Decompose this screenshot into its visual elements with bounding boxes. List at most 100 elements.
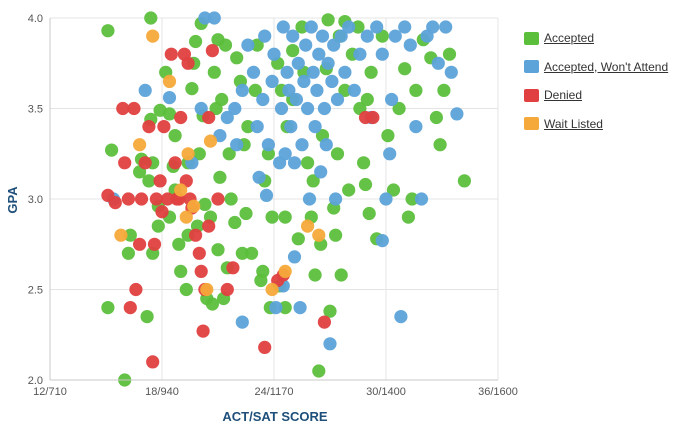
point-series0-69[interactable] bbox=[291, 232, 305, 246]
point-series3-10[interactable] bbox=[265, 282, 279, 297]
point-series2-7[interactable] bbox=[129, 282, 143, 297]
point-series1-65[interactable] bbox=[383, 147, 397, 161]
point-series1-16[interactable] bbox=[252, 170, 266, 184]
point-series0-74[interactable] bbox=[312, 364, 326, 378]
point-series0-98[interactable] bbox=[405, 192, 419, 206]
point-series1-52[interactable] bbox=[327, 38, 341, 52]
point-series0-118[interactable] bbox=[306, 174, 320, 188]
point-series1-11[interactable] bbox=[235, 83, 249, 97]
point-series2-20[interactable] bbox=[168, 156, 182, 170]
point-series2-14[interactable] bbox=[149, 192, 163, 206]
point-series2-25[interactable] bbox=[181, 56, 195, 70]
point-series0-64[interactable] bbox=[278, 210, 292, 224]
point-series1-9[interactable] bbox=[228, 101, 242, 116]
point-series0-90[interactable] bbox=[364, 65, 378, 79]
point-series1-31[interactable] bbox=[287, 156, 302, 170]
point-series1-44[interactable] bbox=[312, 47, 326, 61]
point-series0-51[interactable] bbox=[230, 51, 244, 65]
point-series1-22[interactable] bbox=[269, 301, 283, 315]
point-series3-13[interactable] bbox=[312, 228, 326, 242]
point-series2-9[interactable] bbox=[134, 192, 149, 206]
point-series2-37[interactable] bbox=[226, 261, 240, 275]
point-series1-76[interactable] bbox=[439, 20, 453, 34]
point-series2-38[interactable] bbox=[258, 340, 272, 354]
point-series1-20[interactable] bbox=[265, 74, 279, 88]
point-series2-16[interactable] bbox=[155, 205, 169, 219]
point-series1-58[interactable] bbox=[347, 83, 361, 97]
point-series2-2[interactable] bbox=[116, 101, 130, 116]
point-series1-26[interactable] bbox=[278, 147, 292, 161]
point-series2-17[interactable] bbox=[157, 120, 171, 134]
point-series0-117[interactable] bbox=[222, 147, 236, 161]
point-series2-18[interactable] bbox=[161, 192, 175, 206]
point-series3-5[interactable] bbox=[179, 210, 193, 224]
point-series0-52[interactable] bbox=[239, 206, 253, 221]
point-series1-77[interactable] bbox=[444, 65, 458, 79]
point-series1-74[interactable] bbox=[426, 20, 440, 34]
point-series3-11[interactable] bbox=[278, 264, 292, 278]
point-series0-71[interactable] bbox=[301, 156, 315, 170]
point-series0-43[interactable] bbox=[205, 297, 219, 311]
point-series0-38[interactable] bbox=[207, 65, 221, 79]
point-series0-41[interactable] bbox=[213, 170, 227, 184]
point-series1-49[interactable] bbox=[321, 56, 335, 70]
point-series1-32[interactable] bbox=[289, 92, 303, 107]
point-series1-41[interactable] bbox=[306, 65, 320, 79]
point-series1-75[interactable] bbox=[431, 56, 445, 70]
point-series1-34[interactable] bbox=[293, 301, 307, 315]
point-series1-19[interactable] bbox=[261, 138, 275, 152]
point-series1-78[interactable] bbox=[450, 107, 464, 121]
point-series1-82[interactable] bbox=[259, 188, 274, 202]
point-series1-66[interactable] bbox=[385, 92, 399, 107]
point-series0-59[interactable] bbox=[254, 273, 268, 288]
point-series0-95[interactable] bbox=[392, 101, 406, 116]
point-series1-33[interactable] bbox=[291, 56, 305, 70]
point-series3-4[interactable] bbox=[174, 183, 188, 197]
point-series2-35[interactable] bbox=[211, 192, 225, 206]
point-series1-2[interactable] bbox=[162, 91, 177, 105]
point-series1-67[interactable] bbox=[388, 29, 402, 43]
point-series0-45[interactable] bbox=[218, 38, 233, 52]
point-series0-113[interactable] bbox=[330, 147, 345, 161]
point-series0-57[interactable] bbox=[248, 83, 262, 97]
point-series1-43[interactable] bbox=[310, 83, 324, 97]
point-series1-12[interactable] bbox=[235, 315, 249, 329]
point-series3-12[interactable] bbox=[301, 219, 315, 233]
point-series1-42[interactable] bbox=[308, 120, 322, 134]
point-series1-56[interactable] bbox=[338, 65, 352, 79]
legend-item-wait-listed[interactable]: Wait Listed bbox=[524, 116, 668, 132]
point-series2-31[interactable] bbox=[196, 324, 210, 338]
point-series1-54[interactable] bbox=[330, 92, 345, 107]
point-series1-68[interactable] bbox=[394, 310, 408, 324]
point-series0-24[interactable] bbox=[179, 282, 193, 297]
point-series2-8[interactable] bbox=[133, 237, 147, 251]
point-series0-116[interactable] bbox=[278, 301, 292, 315]
legend-label-denied[interactable]: Denied bbox=[544, 88, 583, 102]
point-series2-12[interactable] bbox=[146, 355, 160, 369]
legend-item-denied[interactable]: Denied bbox=[524, 87, 668, 103]
point-series2-11[interactable] bbox=[142, 120, 156, 134]
point-series0-88[interactable] bbox=[357, 156, 371, 170]
point-series3-6[interactable] bbox=[181, 147, 195, 161]
point-series0-19[interactable] bbox=[168, 129, 182, 143]
point-series0-107[interactable] bbox=[295, 20, 309, 34]
point-series0-80[interactable] bbox=[329, 228, 343, 242]
legend-label-wait-listed[interactable]: Wait Listed bbox=[544, 116, 603, 131]
point-series1-50[interactable] bbox=[323, 337, 337, 351]
point-series0-53[interactable] bbox=[235, 246, 249, 260]
point-series1-8[interactable] bbox=[220, 110, 234, 125]
point-series0-86[interactable] bbox=[351, 20, 365, 34]
point-series0-93[interactable] bbox=[381, 129, 395, 143]
point-series2-45[interactable] bbox=[202, 110, 216, 125]
point-series1-25[interactable] bbox=[276, 20, 290, 34]
point-series1-80[interactable] bbox=[287, 250, 302, 264]
point-series0-78[interactable] bbox=[323, 304, 337, 318]
point-series2-29[interactable] bbox=[192, 246, 206, 260]
point-series2-15[interactable] bbox=[153, 174, 167, 188]
point-series2-4[interactable] bbox=[121, 192, 135, 206]
point-series0-104[interactable] bbox=[437, 83, 451, 97]
point-series1-45[interactable] bbox=[314, 165, 328, 179]
point-series1-29[interactable] bbox=[284, 120, 298, 134]
point-series0-14[interactable] bbox=[140, 310, 154, 324]
point-series0-15[interactable] bbox=[144, 11, 158, 25]
